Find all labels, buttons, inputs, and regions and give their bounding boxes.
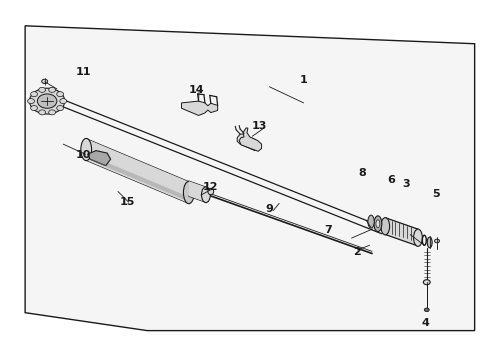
Ellipse shape <box>208 188 214 195</box>
Text: 5: 5 <box>432 189 440 199</box>
Ellipse shape <box>376 220 380 228</box>
Ellipse shape <box>201 187 210 203</box>
Text: 6: 6 <box>388 175 395 185</box>
Ellipse shape <box>31 92 38 96</box>
Text: 3: 3 <box>402 179 410 189</box>
Polygon shape <box>181 101 218 116</box>
Text: 14: 14 <box>188 85 204 95</box>
Text: 13: 13 <box>252 121 268 131</box>
Text: 1: 1 <box>300 75 308 85</box>
Ellipse shape <box>183 181 194 204</box>
Ellipse shape <box>60 99 67 104</box>
Text: 7: 7 <box>324 225 332 235</box>
Ellipse shape <box>27 99 34 104</box>
Ellipse shape <box>381 218 390 235</box>
Ellipse shape <box>39 110 46 115</box>
Polygon shape <box>189 181 206 202</box>
Ellipse shape <box>49 110 55 115</box>
Ellipse shape <box>39 87 46 93</box>
Text: 10: 10 <box>76 150 92 160</box>
Ellipse shape <box>368 215 374 228</box>
Ellipse shape <box>49 87 55 93</box>
Ellipse shape <box>374 216 382 231</box>
Ellipse shape <box>37 94 57 108</box>
Ellipse shape <box>57 92 64 96</box>
Text: 11: 11 <box>76 67 92 77</box>
Polygon shape <box>88 150 111 166</box>
Polygon shape <box>86 139 189 203</box>
Ellipse shape <box>31 105 38 111</box>
Ellipse shape <box>414 229 422 246</box>
Text: 12: 12 <box>203 182 219 192</box>
Text: 9: 9 <box>266 204 273 214</box>
Ellipse shape <box>42 79 48 84</box>
Ellipse shape <box>423 280 430 285</box>
Ellipse shape <box>424 308 429 312</box>
Polygon shape <box>239 128 262 151</box>
Text: 8: 8 <box>358 168 366 178</box>
Ellipse shape <box>29 88 65 114</box>
Polygon shape <box>237 134 260 150</box>
Text: 15: 15 <box>120 197 135 207</box>
Ellipse shape <box>81 138 92 161</box>
Polygon shape <box>25 26 475 330</box>
Ellipse shape <box>427 237 432 248</box>
Polygon shape <box>385 218 418 246</box>
Polygon shape <box>86 154 189 202</box>
Ellipse shape <box>57 105 64 111</box>
Text: 4: 4 <box>422 319 430 328</box>
Text: 2: 2 <box>353 247 361 257</box>
Ellipse shape <box>435 239 440 243</box>
